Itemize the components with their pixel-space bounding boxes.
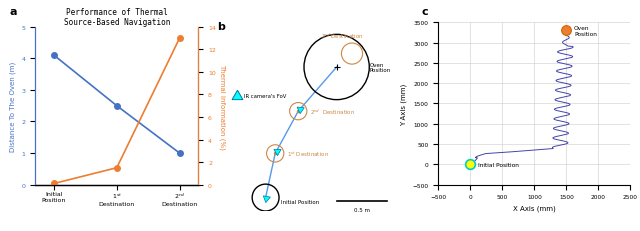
Text: b: b [218, 22, 225, 32]
Text: 2$^{nd}$  Destination: 2$^{nd}$ Destination [310, 107, 355, 116]
Text: 1$^{st}$ Destination: 1$^{st}$ Destination [287, 149, 329, 158]
Title: Performance of Thermal
Source-Based Navigation: Performance of Thermal Source-Based Navi… [63, 8, 170, 27]
Text: IR camera's FoV: IR camera's FoV [244, 94, 287, 99]
Y-axis label: Y Axis (mm): Y Axis (mm) [401, 83, 407, 125]
Y-axis label: Distance To The Oven (m): Distance To The Oven (m) [10, 61, 16, 151]
Text: 0.5 m: 0.5 m [354, 207, 370, 212]
Text: 3$^{rd}$ Destination: 3$^{rd}$ Destination [321, 32, 364, 41]
Text: a: a [10, 7, 17, 17]
Text: Initial Position: Initial Position [281, 199, 319, 204]
Text: c: c [421, 7, 428, 17]
Y-axis label: Thermal Information (%): Thermal Information (%) [220, 64, 226, 149]
Text: Oven
Position: Oven Position [574, 26, 597, 36]
X-axis label: X Axis (mm): X Axis (mm) [513, 205, 556, 211]
Text: Oven
Position: Oven Position [369, 62, 390, 73]
Text: Initial Position: Initial Position [478, 162, 519, 167]
